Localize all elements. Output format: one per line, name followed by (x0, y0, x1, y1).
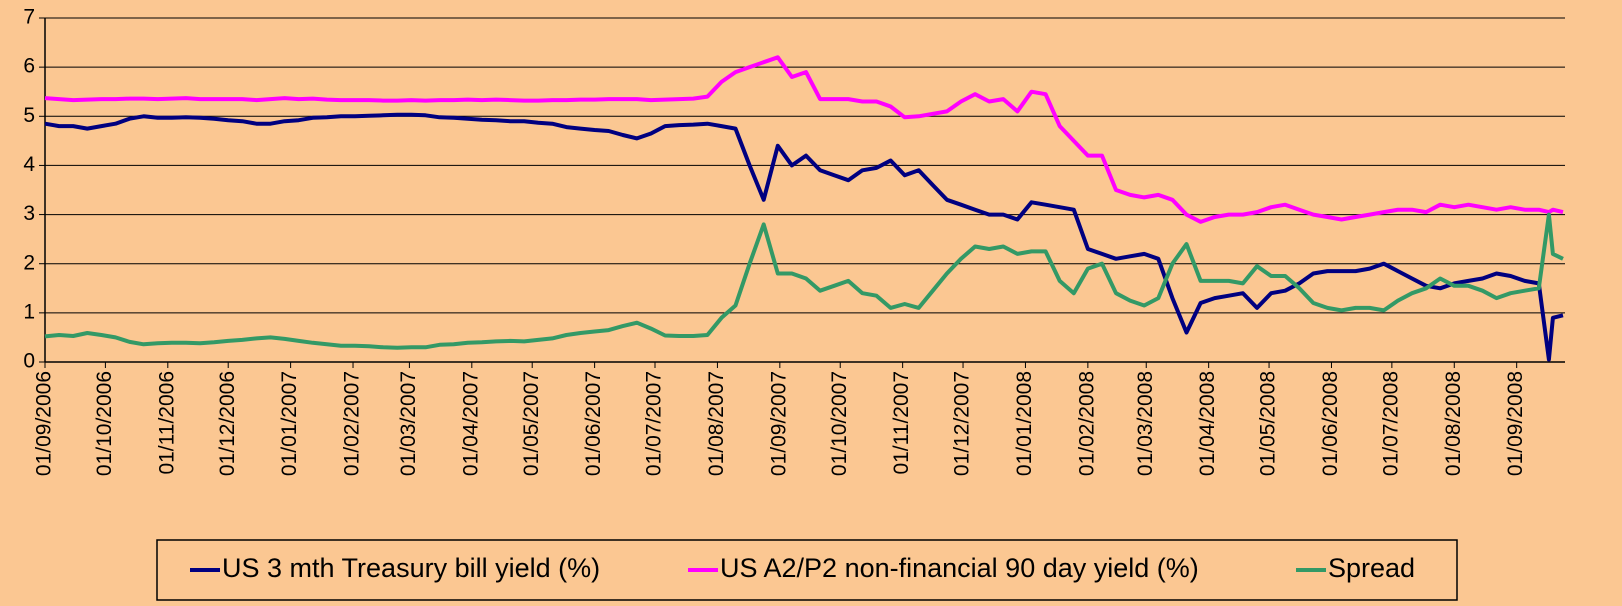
legend-label: US 3 mth Treasury bill yield (%) (222, 553, 600, 583)
legend-label: Spread (1328, 553, 1415, 583)
y-tick-label: 7 (23, 6, 35, 29)
y-tick-label: 1 (23, 300, 35, 323)
x-tick-label: 01/04/2007 (459, 371, 482, 476)
x-tick-label: 01/10/2006 (93, 371, 116, 476)
x-tick-label: 01/12/2006 (216, 371, 239, 476)
x-tick-label: 01/03/2007 (397, 371, 420, 476)
y-tick-label: 3 (23, 202, 35, 225)
x-tick-label: 01/03/2008 (1134, 371, 1157, 476)
legend-label: US A2/P2 non-financial 90 day yield (%) (720, 553, 1199, 583)
x-tick-label: 01/08/2008 (1442, 371, 1465, 476)
x-tick-label: 01/09/2006 (33, 371, 56, 476)
x-tick-label: 01/08/2007 (705, 371, 728, 476)
y-tick-label: 6 (23, 55, 35, 78)
x-tick-label: 01/02/2008 (1075, 371, 1098, 476)
x-tick-label: 01/06/2007 (582, 371, 605, 476)
x-tick-label: 01/07/2008 (1379, 371, 1402, 476)
y-tick-label: 4 (23, 153, 35, 176)
x-tick-label: 01/04/2008 (1196, 371, 1219, 476)
series-line (44, 55, 1564, 224)
series-line (44, 112, 1564, 362)
series-line (44, 212, 1564, 350)
x-tick-label: 01/11/2006 (155, 371, 178, 475)
x-tick-label: 01/06/2008 (1319, 371, 1342, 476)
y-tick-label: 5 (23, 104, 35, 127)
x-tick-label: 01/05/2008 (1257, 371, 1280, 476)
x-tick-label: 01/02/2007 (341, 371, 364, 476)
x-tick-label: 01/09/2008 (1504, 371, 1527, 476)
x-tick-label: 01/09/2007 (767, 371, 790, 476)
y-tick-label: 0 (23, 350, 35, 373)
legend-box (156, 539, 1458, 601)
x-tick-label: 01/07/2007 (643, 371, 666, 476)
x-tick-label: 01/11/2007 (890, 371, 913, 475)
x-tick-label: 01/12/2007 (951, 371, 974, 476)
x-tick-label: 01/10/2007 (828, 371, 851, 476)
x-tick-label: 01/05/2007 (520, 371, 543, 476)
x-tick-label: 01/01/2007 (278, 371, 301, 476)
y-tick-label: 2 (23, 251, 35, 274)
x-tick-label: 01/01/2008 (1013, 371, 1036, 476)
